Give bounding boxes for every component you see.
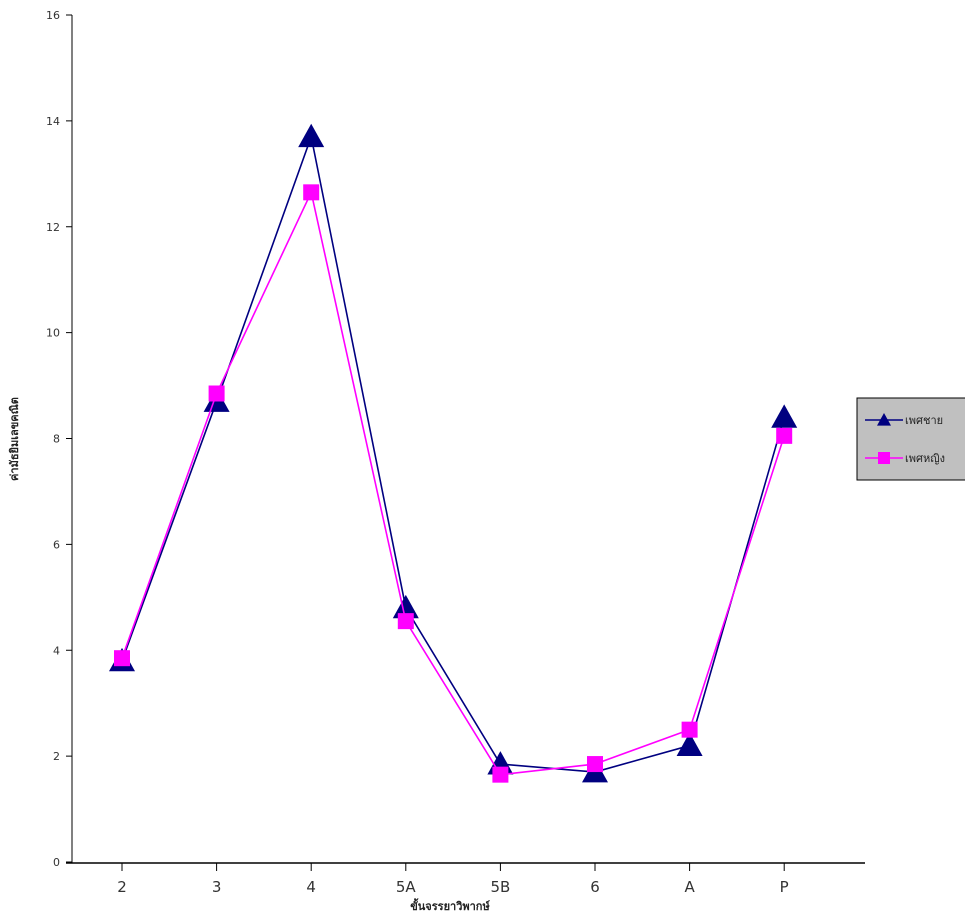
data-point xyxy=(397,613,414,630)
x-tick-label: 6 xyxy=(590,878,600,896)
y-tick-label: 14 xyxy=(46,115,60,128)
data-point xyxy=(208,385,225,402)
legend-marker xyxy=(877,413,891,426)
y-tick-label: 0 xyxy=(53,856,60,869)
legend-label: เพศชาย xyxy=(905,414,943,427)
data-point xyxy=(771,404,798,428)
y-tick-label: 2 xyxy=(53,750,60,763)
data-point xyxy=(303,184,320,201)
data-point xyxy=(676,732,703,756)
series-layer xyxy=(109,123,798,783)
series-line xyxy=(121,189,785,776)
y-tick-label: 4 xyxy=(53,644,60,657)
data-point xyxy=(587,756,603,773)
data-point xyxy=(492,766,509,783)
x-tick-label: A xyxy=(684,878,695,896)
y-axis-title: ค่ามัธยิมเลขคณิต xyxy=(8,397,21,481)
x-tick-label: 4 xyxy=(306,878,316,896)
series-line xyxy=(121,133,785,773)
x-tick-label: P xyxy=(780,878,789,896)
legend-box xyxy=(856,397,965,481)
x-tick-label: 5A xyxy=(396,878,417,896)
y-tick-label: 6 xyxy=(53,538,60,551)
y-tick-label: 8 xyxy=(53,433,60,446)
y-tick-label: 10 xyxy=(46,327,60,340)
x-axis-title: ขั้นจรรยาวิพากษ์ xyxy=(410,898,490,913)
x-tick-label: 2 xyxy=(117,878,127,896)
x-tick-label: 5B xyxy=(490,878,510,896)
data-point xyxy=(392,594,419,619)
data-point xyxy=(776,427,793,444)
y-tick-label: 16 xyxy=(46,9,60,22)
chart-axes xyxy=(66,15,865,864)
y-axis-ticks: 0 2 4 6 8 10 12 14 16 xyxy=(46,9,72,869)
legend-label: เพศหญิง xyxy=(905,452,945,465)
x-tick-label: 3 xyxy=(212,878,222,896)
data-point xyxy=(114,650,130,667)
data-point xyxy=(681,721,698,738)
series-2 xyxy=(114,184,793,783)
data-point xyxy=(298,123,325,148)
legend-marker xyxy=(878,452,890,464)
x-axis-ticks: 2 3 4 5A 5B 6 A P xyxy=(117,863,789,896)
y-tick-label: 12 xyxy=(46,221,60,234)
series-1 xyxy=(109,123,798,783)
